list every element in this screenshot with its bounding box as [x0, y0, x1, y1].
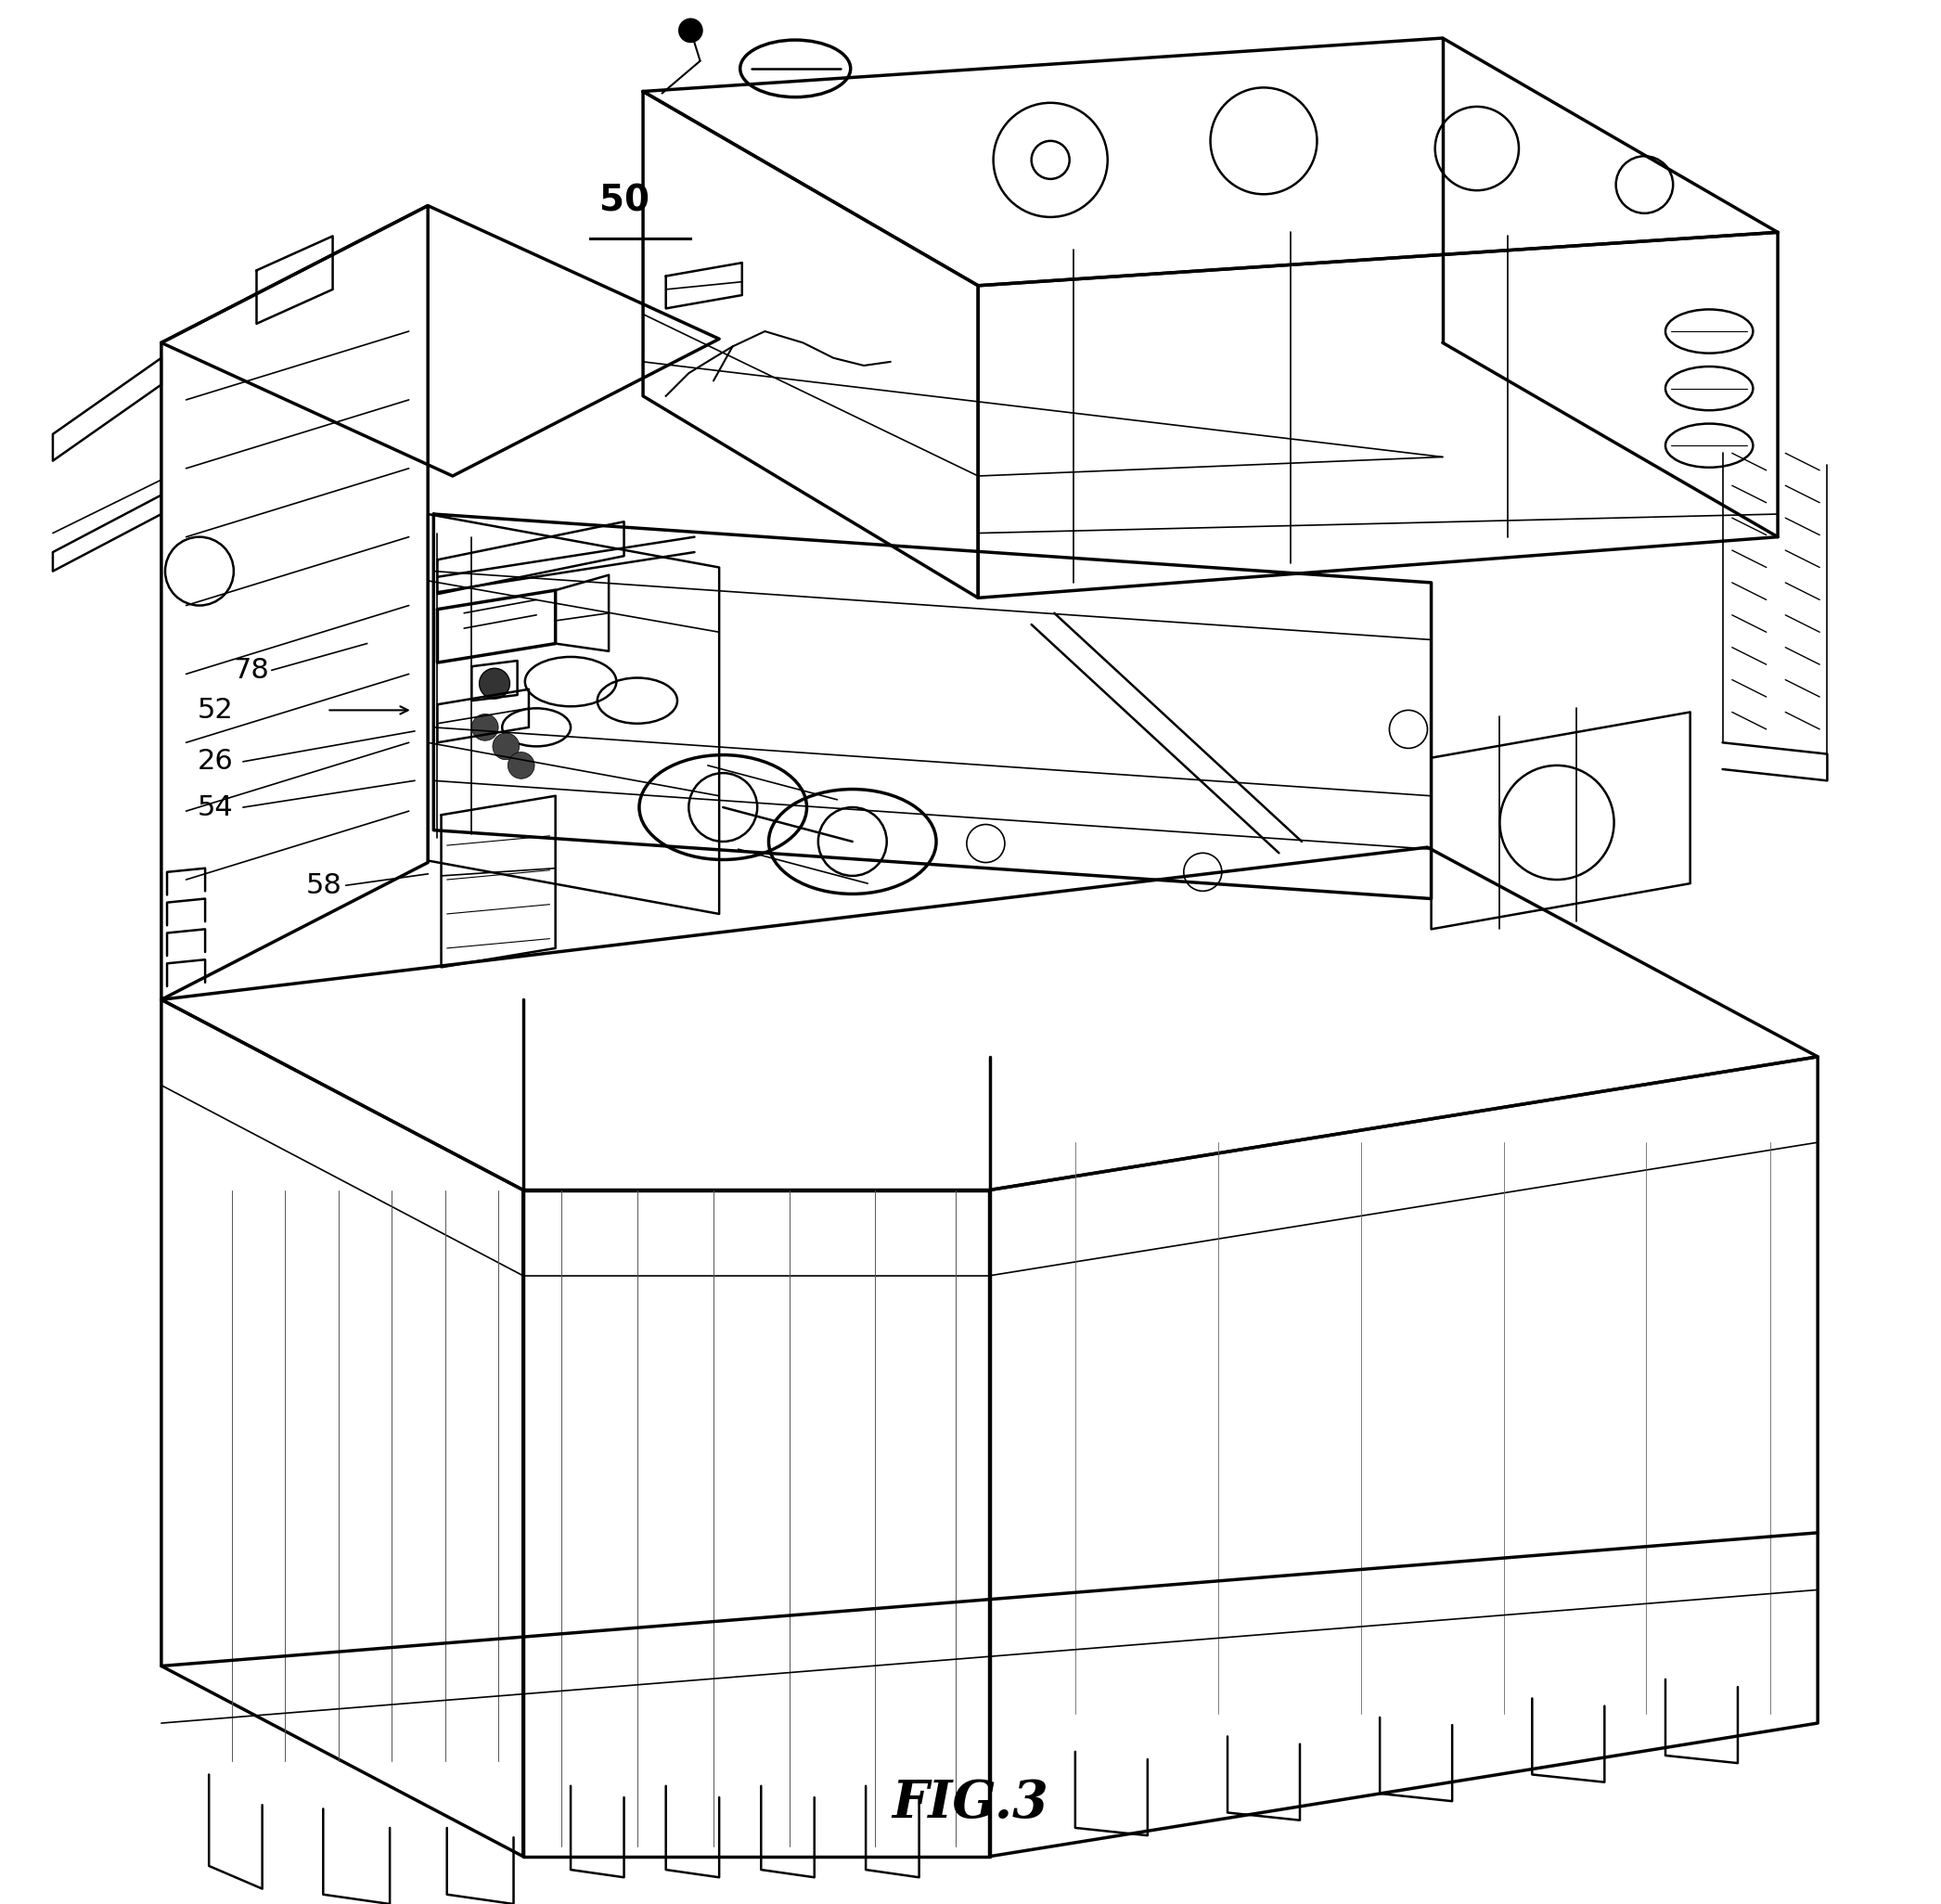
Text: 50: 50 — [600, 183, 650, 219]
Circle shape — [493, 733, 520, 760]
Circle shape — [509, 752, 534, 779]
Text: 58: 58 — [307, 872, 342, 899]
Circle shape — [679, 19, 703, 42]
Text: FIG.3: FIG.3 — [893, 1778, 1048, 1828]
Text: 78: 78 — [233, 657, 270, 684]
Circle shape — [472, 714, 499, 741]
Text: 26: 26 — [198, 748, 233, 775]
Text: 52: 52 — [198, 697, 233, 724]
Circle shape — [479, 668, 510, 699]
Text: 54: 54 — [198, 794, 233, 821]
